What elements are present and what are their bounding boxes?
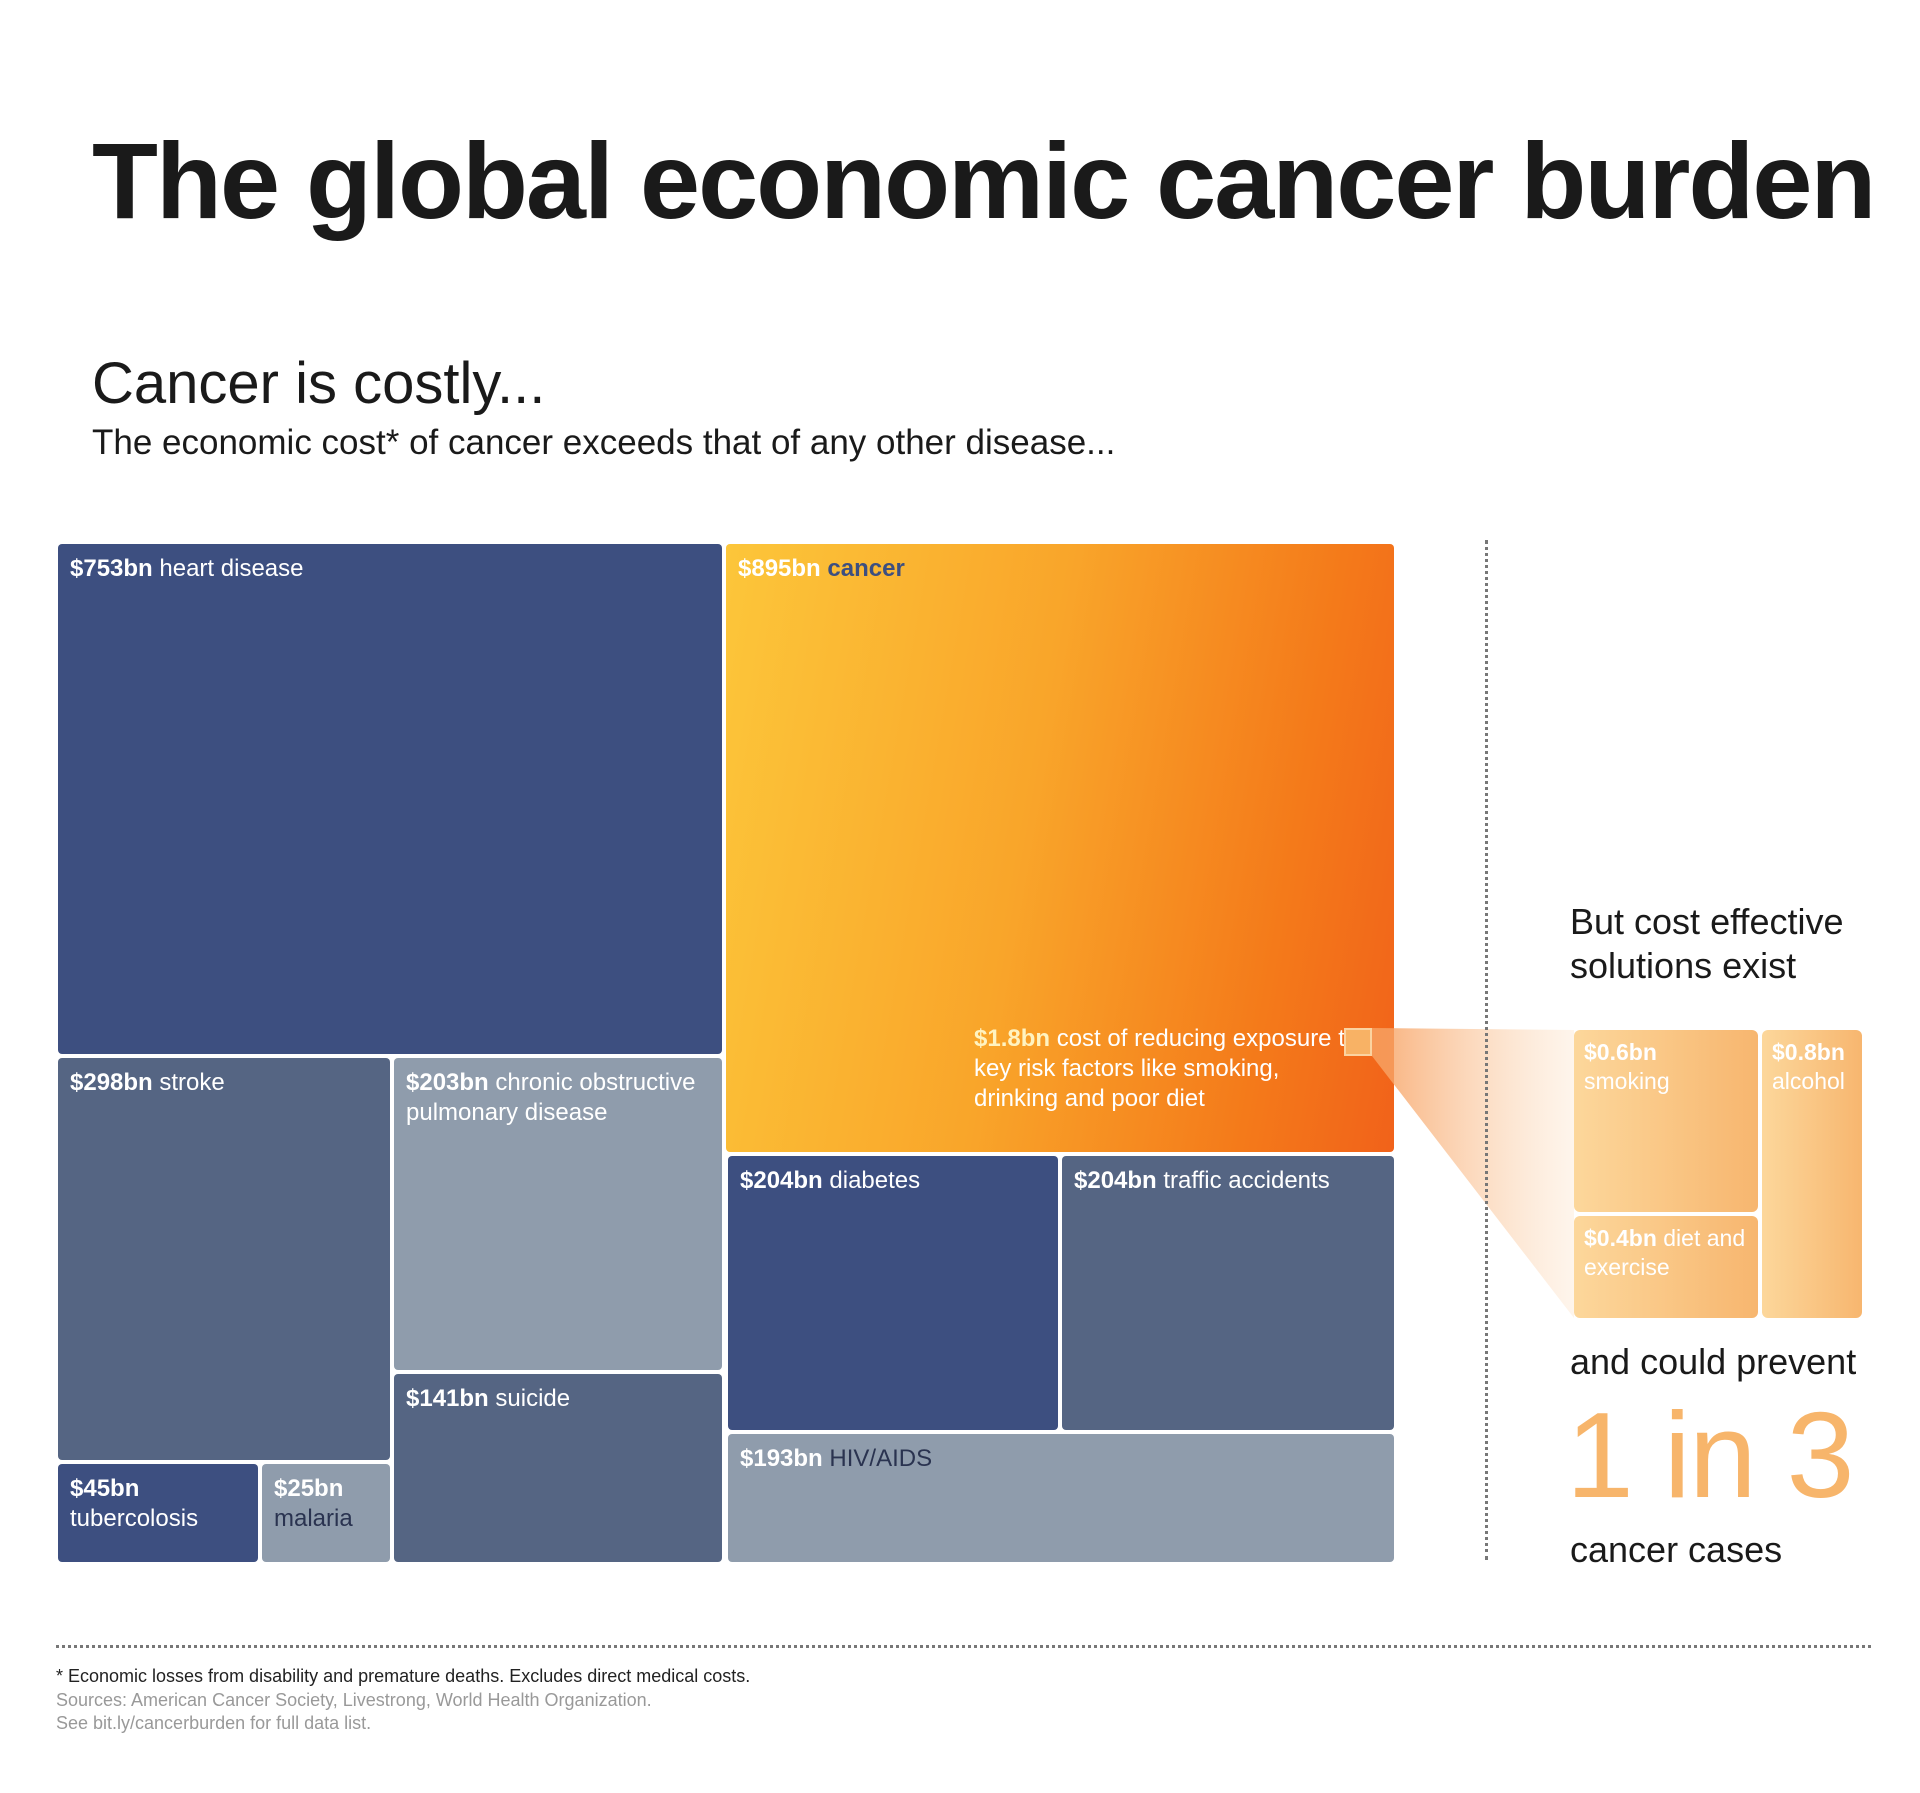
callout-marker <box>1344 1028 1372 1056</box>
solution-diet-exercise: $0.4bn diet and exercise <box>1574 1216 1758 1318</box>
solution-label: diet and exercise <box>1584 1225 1746 1280</box>
tile-amount: $895bn <box>738 555 821 582</box>
data-link: See bit.ly/cancerburden for full data li… <box>56 1713 372 1733</box>
cases-text: cancer cases <box>1570 1529 1783 1570</box>
section-subtitle: The economic cost* of cancer exceeds tha… <box>92 423 1116 462</box>
tile-amount: $141bn <box>406 1385 489 1412</box>
tile-amount: $753bn <box>70 555 153 582</box>
tile-copd: $203bn chronic obstructive pulmonary dis… <box>394 1058 722 1370</box>
solution-amount: $0.8bn <box>1772 1039 1845 1065</box>
solution-smoking: $0.6bn smoking <box>1574 1030 1758 1212</box>
solution-alcohol: $0.8bn alcohol <box>1762 1030 1862 1318</box>
tile-label: HIV/AIDS <box>829 1445 933 1472</box>
tile-tuberculosis: $45bn tubercolosis <box>58 1464 258 1562</box>
tile-heart-disease: $753bn heart disease <box>58 544 722 1054</box>
tile-label: suicide <box>495 1385 571 1412</box>
tile-amount: $204bn <box>1074 1167 1157 1194</box>
vertical-divider <box>1485 540 1488 1560</box>
big-stat: 1 in 3 <box>1566 1387 1854 1523</box>
tile-malaria: $25bn malaria <box>262 1464 390 1562</box>
tile-amount: $193bn <box>740 1445 823 1472</box>
tile-amount: $45bn <box>70 1475 140 1502</box>
tile-label: traffic accidents <box>1163 1167 1330 1194</box>
tile-cancer: $895bn cancer <box>726 544 1394 1152</box>
solution-amount: $0.4bn <box>1584 1225 1657 1251</box>
tile-diabetes: $204bn diabetes <box>728 1156 1058 1430</box>
cost-callout: $1.8bn cost of reducing exposure to key … <box>974 1024 1364 1114</box>
page-title: The global economic cancer burden <box>92 120 1876 241</box>
tile-label: heart disease <box>159 555 304 582</box>
section-title: Cancer is costly... <box>92 351 546 416</box>
solution-label: alcohol <box>1772 1068 1845 1094</box>
solution-amount: $0.6bn <box>1584 1039 1657 1065</box>
tile-stroke: $298bn stroke <box>58 1058 390 1460</box>
tile-label: malaria <box>274 1505 353 1532</box>
tile-traffic-accidents: $204bn traffic accidents <box>1062 1156 1394 1430</box>
tile-label: chronic obstructive pulmonary disease <box>406 1069 696 1126</box>
prevent-text: and could prevent <box>1570 1341 1857 1382</box>
tile-amount: $203bn <box>406 1069 489 1096</box>
callout-amount: $1.8bn <box>974 1025 1051 1052</box>
solutions-heading: But cost effective solutions exist <box>1570 901 1844 986</box>
tile-hiv-aids: $193bn HIV/AIDS <box>728 1434 1394 1562</box>
tile-amount: $25bn <box>274 1475 344 1502</box>
tile-amount: $204bn <box>740 1167 823 1194</box>
tile-label: diabetes <box>829 1167 921 1194</box>
footer-divider <box>56 1645 1871 1648</box>
tile-label: stroke <box>159 1069 225 1096</box>
solution-label: smoking <box>1584 1068 1670 1094</box>
footnote: * Economic losses from disability and pr… <box>56 1666 751 1686</box>
callout-label: cost of reducing exposure to key risk fa… <box>974 1025 1359 1112</box>
sources: Sources: American Cancer Society, Livest… <box>56 1690 652 1710</box>
tile-label: cancer <box>827 555 905 582</box>
tile-label: tubercolosis <box>70 1505 199 1532</box>
tile-suicide: $141bn suicide <box>394 1374 722 1562</box>
tile-amount: $298bn <box>70 1069 153 1096</box>
